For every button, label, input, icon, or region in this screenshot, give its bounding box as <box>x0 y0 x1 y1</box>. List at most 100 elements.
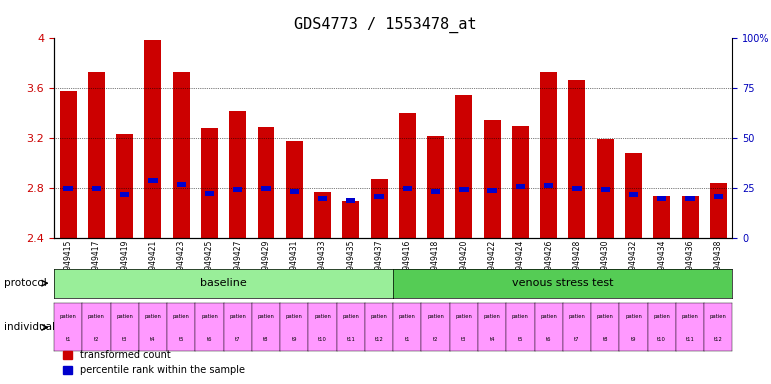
Bar <box>233 187 242 192</box>
Text: t10: t10 <box>318 337 327 342</box>
Text: t10: t10 <box>658 337 666 342</box>
Text: patien: patien <box>314 314 331 319</box>
Legend: transformed count, percentile rank within the sample: transformed count, percentile rank withi… <box>59 346 249 379</box>
Text: t12: t12 <box>375 337 383 342</box>
Text: individual: individual <box>4 322 55 333</box>
Bar <box>544 183 554 188</box>
Bar <box>653 195 670 238</box>
Bar <box>601 187 610 192</box>
Text: patien: patien <box>710 314 727 319</box>
Text: patien: patien <box>59 314 76 319</box>
Bar <box>516 184 525 189</box>
Bar <box>714 194 723 199</box>
Text: t1: t1 <box>66 337 71 342</box>
Bar <box>427 136 444 238</box>
Bar <box>173 72 190 238</box>
Bar <box>116 134 133 238</box>
Text: patien: patien <box>144 314 161 319</box>
Bar <box>710 183 727 238</box>
Text: t7: t7 <box>235 337 241 342</box>
Text: t3: t3 <box>461 337 466 342</box>
Bar <box>402 185 412 190</box>
Text: t3: t3 <box>122 337 127 342</box>
Bar <box>261 185 271 190</box>
Text: t6: t6 <box>546 337 551 342</box>
Text: t9: t9 <box>631 337 636 342</box>
Text: patien: patien <box>201 314 218 319</box>
Bar <box>597 139 614 238</box>
Bar <box>177 182 186 187</box>
Text: venous stress test: venous stress test <box>512 278 614 288</box>
Bar <box>483 119 500 238</box>
Bar <box>318 195 327 200</box>
Text: patien: patien <box>512 314 529 319</box>
Bar <box>375 194 384 199</box>
Text: t8: t8 <box>602 337 608 342</box>
Bar <box>456 94 473 238</box>
Text: t4: t4 <box>150 337 156 342</box>
Text: patien: patien <box>371 314 388 319</box>
Bar <box>290 189 299 194</box>
Bar <box>205 190 214 195</box>
Bar <box>346 198 355 203</box>
Text: protocol: protocol <box>4 278 46 288</box>
Text: patien: patien <box>568 314 585 319</box>
Text: patien: patien <box>625 314 642 319</box>
Text: GDS4773 / 1553478_at: GDS4773 / 1553478_at <box>295 17 476 33</box>
Text: patien: patien <box>653 314 670 319</box>
Bar <box>682 195 699 238</box>
Text: t12: t12 <box>714 337 722 342</box>
Bar <box>371 179 388 238</box>
Text: t7: t7 <box>574 337 580 342</box>
Bar <box>487 188 497 193</box>
Bar <box>625 153 642 238</box>
Text: patien: patien <box>597 314 614 319</box>
Text: t11: t11 <box>685 337 695 342</box>
Bar <box>572 185 581 190</box>
Bar <box>120 192 130 197</box>
Text: t8: t8 <box>263 337 269 342</box>
Bar <box>144 40 161 238</box>
Text: t11: t11 <box>346 337 355 342</box>
Text: patien: patien <box>483 314 500 319</box>
Text: patien: patien <box>427 314 444 319</box>
Text: patien: patien <box>682 314 699 319</box>
Text: patien: patien <box>88 314 105 319</box>
Bar <box>92 185 101 190</box>
Text: t2: t2 <box>93 337 99 342</box>
Bar <box>88 72 105 238</box>
Text: t5: t5 <box>178 337 184 342</box>
Bar <box>512 126 529 238</box>
Bar <box>63 185 72 190</box>
Bar <box>629 192 638 197</box>
Text: patien: patien <box>116 314 133 319</box>
Bar <box>431 189 440 194</box>
Bar <box>258 127 274 238</box>
Text: t2: t2 <box>433 337 439 342</box>
Bar <box>460 187 469 192</box>
Text: patien: patien <box>229 314 246 319</box>
Text: t6: t6 <box>207 337 212 342</box>
Bar <box>342 200 359 238</box>
Bar <box>540 72 557 238</box>
Text: patien: patien <box>540 314 557 319</box>
Text: patien: patien <box>399 314 416 319</box>
Bar <box>201 128 218 238</box>
Bar <box>399 113 416 238</box>
Text: patien: patien <box>173 314 190 319</box>
Bar <box>286 141 303 238</box>
Bar <box>314 192 331 238</box>
Text: patien: patien <box>286 314 303 319</box>
Text: t9: t9 <box>291 337 297 342</box>
Text: t5: t5 <box>517 337 524 342</box>
Text: t4: t4 <box>490 337 495 342</box>
Bar <box>148 178 157 183</box>
Bar <box>59 91 76 238</box>
Text: patien: patien <box>456 314 473 319</box>
Bar <box>229 111 246 238</box>
Bar <box>685 195 695 200</box>
Bar <box>657 195 666 200</box>
Text: baseline: baseline <box>200 278 247 288</box>
Bar <box>568 79 585 238</box>
Text: patien: patien <box>342 314 359 319</box>
